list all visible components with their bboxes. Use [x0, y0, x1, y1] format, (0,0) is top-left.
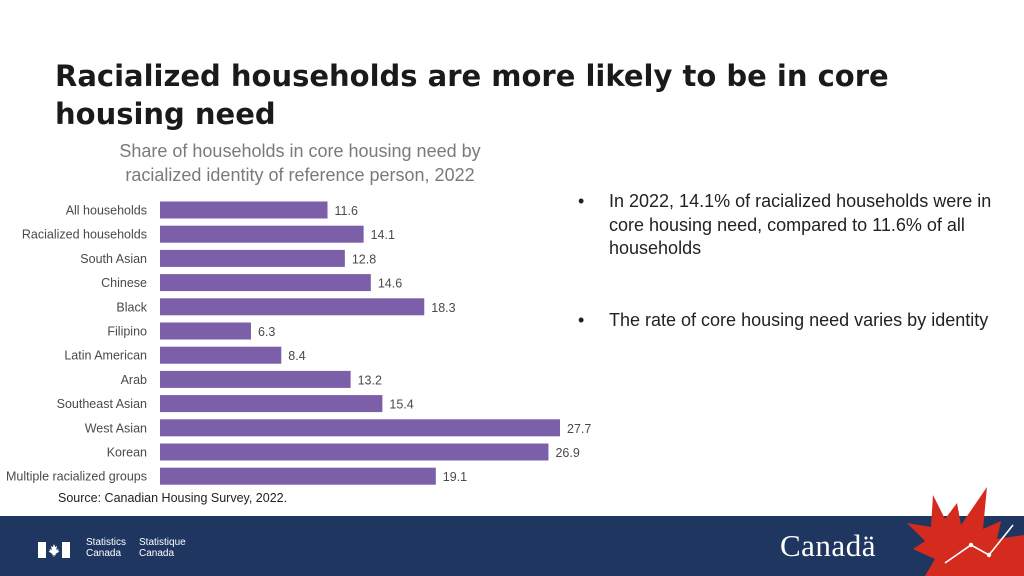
bar-value-label: 11.6 [335, 204, 358, 218]
canada-wordmark: Canadä [780, 528, 876, 563]
category-label: Chinese [101, 276, 147, 290]
bar [160, 322, 251, 340]
maple-leaf-graphic [907, 487, 1024, 576]
bar [160, 201, 328, 219]
bar [160, 274, 371, 292]
bar-value-label: 15.4 [389, 398, 413, 412]
bar [160, 419, 560, 437]
bullet-marker: • [578, 309, 585, 330]
category-label: All households [66, 204, 147, 218]
bar [160, 249, 345, 267]
bar [160, 467, 436, 485]
bullet-list: • In 2022, 14.1% of racialized household… [578, 190, 1008, 332]
bullet-marker: • [578, 191, 585, 211]
bullet-text-1: In 2022, 14.1% of racialized households … [609, 191, 992, 258]
bullet-item: • The rate of core housing need varies b… [578, 309, 1008, 333]
agency-name-en: Statistics Canada [86, 537, 126, 559]
bar [160, 370, 351, 388]
bar-value-label: 13.2 [358, 373, 382, 387]
chart-subtitle-line-2: racialized identity of reference person,… [125, 165, 475, 185]
bar-value-label: 19.1 [443, 470, 467, 484]
category-label: Arab [121, 373, 147, 387]
bar-value-label: 18.3 [431, 301, 455, 315]
bar-chart: All households 11.6 Racialized households 1… [6, 201, 591, 485]
bar [160, 225, 364, 243]
chart-subtitle: Share of households in core housing need… [85, 139, 515, 187]
footer-bar: Statistics Canada Statistique Canada Can… [0, 516, 1024, 576]
category-label: Racialized households [22, 228, 147, 242]
category-label: West Asian [85, 421, 147, 435]
bar-value-label: 6.3 [258, 325, 275, 339]
canada-flag-icon [38, 542, 70, 558]
chart-source: Source: Canadian Housing Survey, 2022. [58, 491, 288, 505]
agency-fr-line-1: Statistique [139, 537, 186, 548]
bullet-text-2: The rate of core housing need varies by … [609, 309, 989, 330]
agency-name-fr: Statistique Canada [139, 537, 186, 559]
page-title: Racialized households are more likely to… [55, 59, 889, 131]
bar-value-label: 14.6 [378, 277, 402, 291]
bar [160, 298, 425, 316]
bar-value-label: 14.1 [371, 228, 395, 242]
chart-subtitle-line-1: Share of households in core housing need… [119, 141, 481, 161]
bar [160, 443, 549, 461]
bar-value-label: 12.8 [352, 252, 376, 266]
category-label: Korean [107, 446, 147, 460]
category-label: Filipino [107, 325, 147, 339]
bar [160, 346, 282, 364]
agency-fr-line-2: Canada [139, 548, 175, 559]
agency-en-line-1: Statistics [86, 537, 127, 548]
bullet-item: • In 2022, 14.1% of racialized household… [578, 190, 1008, 261]
agency-en-line-2: Canada [86, 548, 122, 559]
bar-value-label: 8.4 [288, 349, 305, 363]
bar [160, 395, 383, 413]
category-label: Southeast Asian [57, 397, 147, 411]
bar-value-label: 27.7 [567, 422, 591, 436]
bar-value-label: 26.9 [555, 446, 579, 460]
category-label: South Asian [80, 252, 147, 266]
category-label: Black [116, 300, 147, 314]
category-label: Multiple racialized groups [6, 470, 147, 484]
category-label: Latin American [64, 349, 147, 363]
